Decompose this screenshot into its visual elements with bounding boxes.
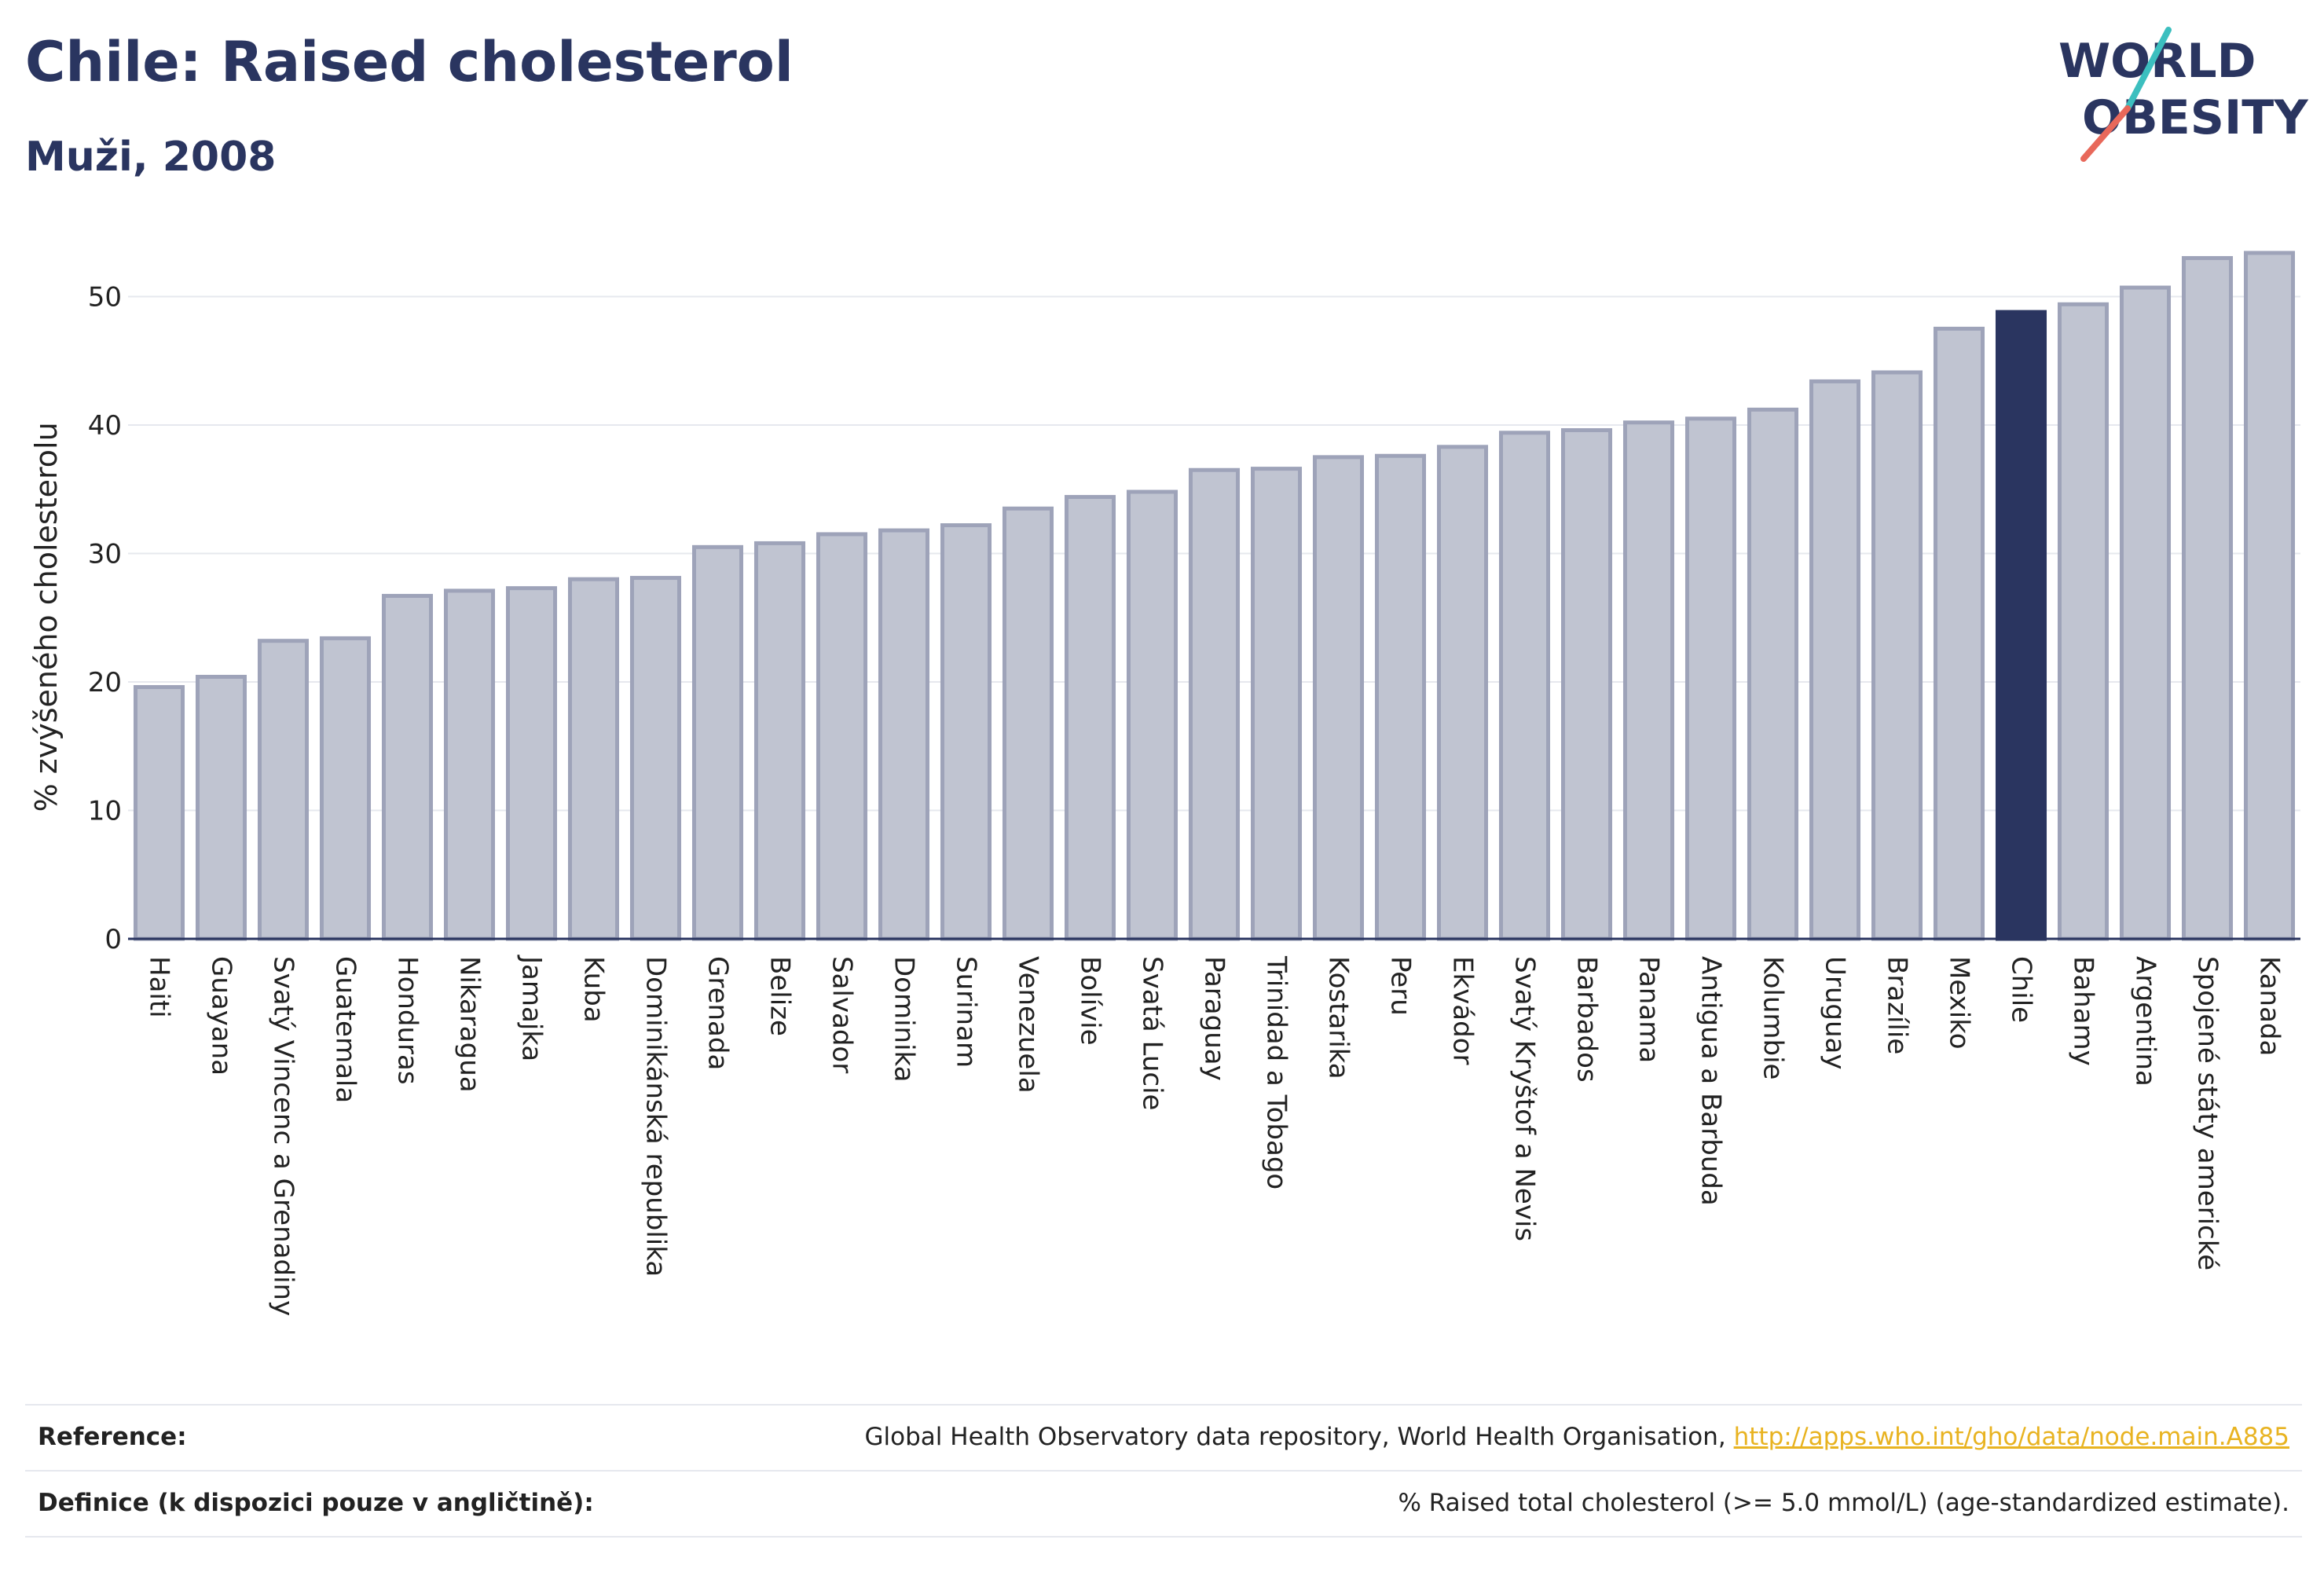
x-tick-label: Belize: [764, 956, 796, 1036]
x-tick-label: Grenada: [702, 956, 734, 1070]
bar-salvador: [816, 532, 868, 941]
y-tick-label: 10: [88, 796, 122, 827]
reference-text: Global Health Observatory data repositor…: [864, 1423, 1734, 1451]
x-tick-label: Bolívie: [1075, 956, 1106, 1046]
bar-mexiko: [1933, 326, 1985, 941]
bar-peru: [1374, 453, 1427, 941]
x-tick-label: Argentina: [2130, 956, 2161, 1087]
bar-paraguay: [1188, 467, 1241, 941]
bar-dominika: [878, 528, 930, 941]
bar-guayana: [195, 674, 247, 941]
x-tick-label: Bahamy: [2068, 956, 2099, 1066]
x-tick-label: Ekvádor: [1447, 956, 1479, 1065]
page-title: Chile: Raised cholesterol: [25, 30, 794, 94]
reference-row: Reference: Global Health Observatory dat…: [25, 1404, 2302, 1470]
x-tick-label: Peru: [1385, 956, 1417, 1016]
x-tick-label: Trinidad a Tobago: [1261, 955, 1292, 1189]
definition-row: Definice (k dispozici pouze v angličtině…: [25, 1470, 2302, 1538]
page-subtitle: Muži, 2008: [25, 134, 277, 181]
bar-chile: [1995, 310, 2047, 941]
bar-braz-lie: [1871, 370, 1923, 941]
bar-barbados: [1560, 428, 1613, 941]
y-tick-label: 40: [88, 410, 122, 442]
bar-haiti: [133, 685, 185, 941]
x-tick-label: Jamajka: [516, 955, 548, 1061]
logo-slash-coral: [2080, 105, 2131, 162]
bar-jamajka: [505, 586, 558, 941]
bar-nikaragua: [443, 588, 496, 941]
bar-kostarika: [1312, 455, 1365, 941]
bar-uruguay: [1809, 379, 1861, 941]
y-tick-label: 50: [88, 282, 122, 313]
bar-panama: [1622, 420, 1675, 941]
x-tick-label: Chile: [2006, 956, 2037, 1023]
bar-grenada: [691, 544, 744, 941]
x-tick-label: Dominika: [889, 956, 920, 1082]
bar-ekv-dor: [1436, 445, 1489, 941]
x-tick-label: Svatý Vincenc a Grenadiny: [268, 956, 299, 1316]
x-tick-label: Brazílie: [1882, 956, 1913, 1054]
bars: [133, 251, 2296, 941]
x-tick-label: Spojené státy americké: [2192, 956, 2223, 1270]
bar-spojen-st-ty-americk-: [2181, 255, 2234, 941]
x-tick-label: Mexiko: [1944, 956, 1975, 1050]
world-obesity-logo: WORLD OBESITY: [2058, 27, 2309, 162]
bar-kolumbie: [1747, 407, 1799, 941]
reference-link[interactable]: http://apps.who.int/gho/data/node.main.A…: [1733, 1423, 2289, 1451]
x-tick-label: Antigua a Barbuda: [1695, 956, 1727, 1206]
bar-argentina: [2119, 285, 2172, 941]
x-tick-label: Kuba: [578, 956, 610, 1023]
x-tick-label: Salvador: [827, 956, 858, 1073]
bar-belize: [753, 541, 806, 941]
y-tick-label: 30: [88, 539, 122, 570]
x-tick-label: Dominikánská republika: [640, 956, 672, 1277]
x-tick-label: Uruguay: [1820, 956, 1851, 1070]
logo-slash-teal: [2124, 27, 2172, 112]
bar-svat-vincenc-a-grenadiny: [257, 639, 310, 941]
x-tick-label: Paraguay: [1199, 956, 1230, 1081]
bar-honduras: [381, 593, 434, 941]
x-axis-labels: Haiti Guayana Svatý Vincenc a Grenadiny Gua…: [144, 955, 2286, 1316]
y-axis-title: % zvýšeného cholesterolu: [29, 422, 64, 812]
bar-guatemala: [319, 636, 372, 941]
x-tick-label: Surinam: [951, 956, 982, 1068]
bar-venezuela: [1002, 506, 1054, 941]
y-tick-label: 20: [88, 667, 122, 698]
reference-label: Reference:: [38, 1423, 187, 1451]
definition-value: % Raised total cholesterol (>= 5.0 mmol/…: [1398, 1489, 2289, 1517]
x-tick-label: Haiti: [144, 956, 175, 1018]
x-tick-label: Venezuela: [1013, 956, 1044, 1094]
footer-table: Reference: Global Health Observatory dat…: [25, 1404, 2302, 1538]
logo-word-1: WORLD: [2058, 34, 2256, 89]
x-tick-label: Barbados: [1571, 956, 1603, 1083]
bar-dominik-nsk-republika: [629, 576, 682, 941]
x-tick-label: Kostarika: [1323, 956, 1354, 1079]
x-tick-label: Nikaragua: [454, 956, 486, 1093]
x-tick-label: Guayana: [206, 956, 237, 1076]
x-tick-label: Svatý Kryštof a Nevis: [1509, 956, 1541, 1241]
definition-label: Definice (k dispozici pouze v angličtině…: [38, 1489, 594, 1517]
y-axis-ticks: 0 10 20 30 40 50: [88, 282, 122, 956]
bar-surinam: [940, 523, 992, 941]
bar-svat-kry-tof-a-nevis: [1498, 431, 1551, 941]
bar-trinidad-a-tobago: [1250, 467, 1303, 941]
bar-kanada: [2243, 251, 2296, 941]
bar-bol-vie: [1064, 495, 1116, 941]
x-tick-label: Honduras: [392, 956, 423, 1085]
bar-chart: 0 10 20 30 40 50 Haiti Guayana Svatý Vincenc a …: [29, 251, 2300, 1316]
bar-antigua-a-barbuda: [1684, 416, 1737, 941]
bar-svat-lucie: [1126, 489, 1178, 941]
bar-kuba: [567, 577, 620, 941]
bar-bahamy: [2057, 302, 2110, 941]
x-tick-label: Svatá Lucie: [1137, 956, 1168, 1110]
x-tick-label: Panama: [1633, 956, 1665, 1063]
x-tick-label: Guatemala: [330, 956, 361, 1103]
reference-value: Global Health Observatory data repositor…: [865, 1423, 2289, 1451]
x-tick-label: Kanada: [2254, 956, 2286, 1056]
x-tick-label: Kolumbie: [1758, 956, 1789, 1079]
y-tick-label: 0: [104, 924, 122, 955]
